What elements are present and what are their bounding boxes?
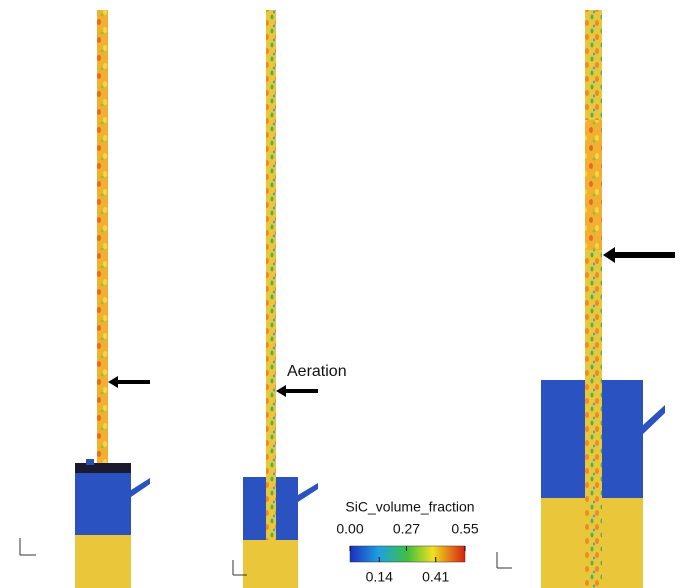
colorbar-tick-label: 0.00 [336,521,363,537]
colorbar-tick-label: 0.14 [366,569,393,585]
colorbar-scale [350,546,465,562]
riser-left [75,10,150,588]
colorbar-tick-label: 0.41 [422,569,449,585]
colorbar-title: SiC_volume_fraction [345,499,474,515]
colorbar-tick-label: 0.27 [393,521,420,537]
colorbar: SiC_volume_fraction 0.00 0.14 0.27 0.41 0.55 [336,499,478,585]
figure: Aeration SiC_volume_fraction 0.00 0.14 0.2… [0,0,686,588]
riser-right [541,10,675,588]
annotation: Aeration [287,363,347,380]
colorbar-tick-label: 0.55 [451,521,478,537]
riser-middle: Aeration [243,10,347,588]
